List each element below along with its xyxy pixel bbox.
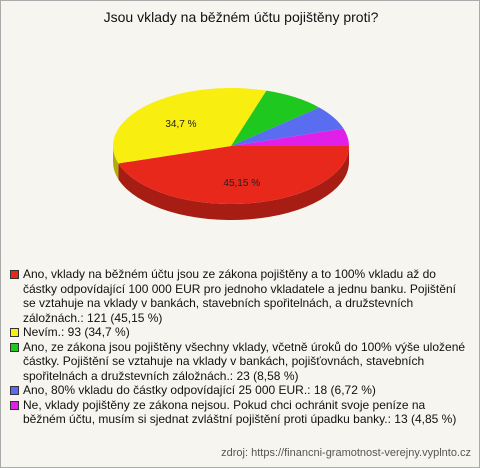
legend-swatch [10, 270, 19, 279]
pie-area: 45,15 % 34,7 % [113, 87, 350, 220]
legend-item: Ne, vklady pojištěny ze zákona nejsou. P… [9, 398, 471, 427]
legend-label: Ne, vklady pojištěny ze zákona nejsou. P… [23, 397, 457, 427]
legend-label: Ano, ze zákona jsou pojištěny všechny vk… [23, 339, 466, 383]
legend-item: Ano, vklady na běžném účtu jsou ze zákon… [9, 267, 471, 325]
pie-slice [231, 90, 320, 146]
legend-label: Ano, vklady na běžném účtu jsou ze zákon… [23, 267, 456, 325]
legend-swatch [10, 342, 19, 352]
pie-slice [113, 87, 267, 164]
chart-title: Jsou vklady na běžném účtu pojištěny pro… [103, 9, 379, 25]
legend-label: Nevím.: 93 (34,7 %) [23, 325, 130, 339]
legend-item: Ano, ze zákona jsou pojištěny všechny vk… [9, 340, 471, 384]
pie-slice [231, 128, 349, 146]
legend-swatch [10, 400, 19, 410]
pie-slice-side [118, 146, 350, 220]
pie-slice [231, 107, 344, 146]
legend: Ano, vklady na běžném účtu jsou ze zákon… [9, 267, 471, 427]
pie-slice-side [113, 146, 119, 180]
source: zdroj: https://financni-gramotnost-verej… [221, 447, 471, 459]
legend-item: Nevím.: 93 (34,7 %) [9, 325, 471, 340]
legend-item: Ano, 80% vkladu do částky odpovídající 2… [9, 383, 471, 398]
value-label: 34,7 % [165, 119, 196, 130]
legend-label: Ano, 80% vkladu do částky odpovídající 2… [23, 383, 376, 397]
pie-slice [118, 146, 350, 204]
legend-swatch [10, 386, 19, 395]
value-label: 45,15 % [223, 178, 260, 189]
legend-swatch [10, 328, 19, 337]
